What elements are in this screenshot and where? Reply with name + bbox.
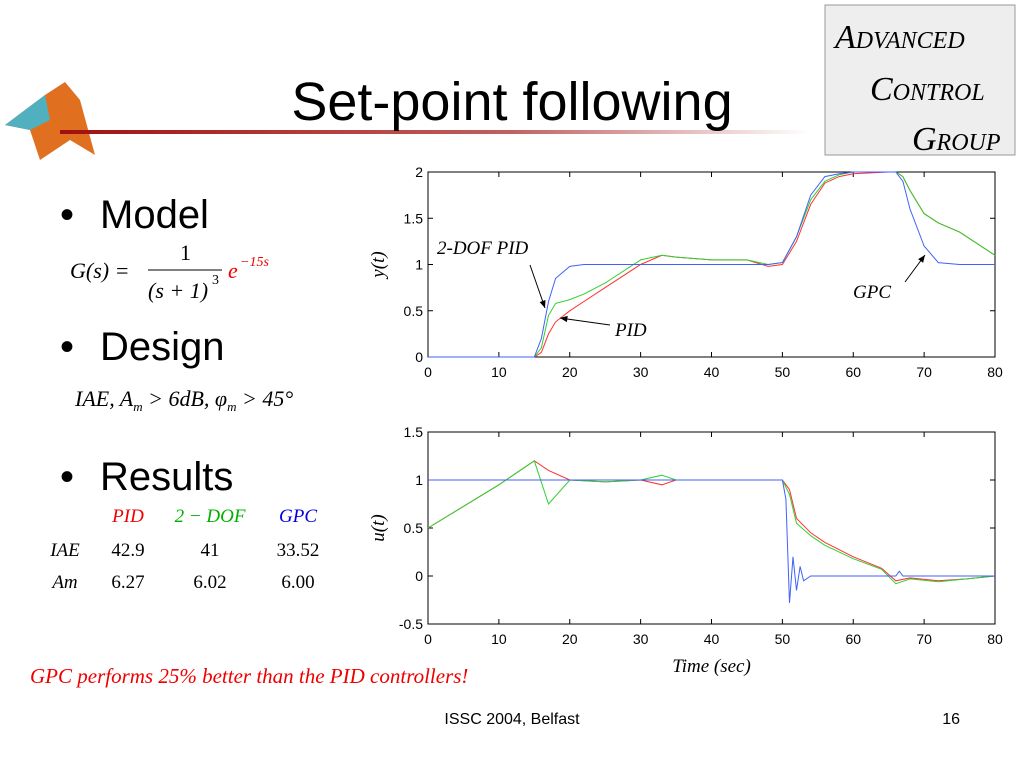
bullet-dot: • xyxy=(60,325,74,369)
results-table: PID 2 − DOF GPC IAE 42.9 41 33.52 Am 6.2… xyxy=(49,506,319,593)
bullet: Design xyxy=(100,325,225,369)
formula-part: −15s xyxy=(240,255,269,270)
x-tick-label: 40 xyxy=(704,631,720,647)
table-cell: 6.02 xyxy=(193,572,226,593)
y-tick-label: 0 xyxy=(415,568,423,584)
series-line xyxy=(427,460,996,582)
design-formula: IAE, Am > 6dB, φm > 45° xyxy=(74,386,293,414)
series-annotation: PID xyxy=(614,320,647,341)
logo-text: Group xyxy=(912,121,1001,158)
logo-text: Control xyxy=(870,71,985,108)
formula-part: e xyxy=(228,258,238,283)
y-tick-label: 1 xyxy=(415,472,423,488)
x-tick-label: 40 xyxy=(704,364,720,380)
series-annotation: 2-DOF PID xyxy=(437,238,529,259)
x-tick-label: 20 xyxy=(562,631,578,647)
y-axis-label: u(t) xyxy=(368,514,389,541)
table-cell: 42.9 xyxy=(111,540,144,561)
x-tick-label: 30 xyxy=(633,364,649,380)
x-tick-label: 70 xyxy=(916,364,932,380)
x-tick-label: 10 xyxy=(491,364,507,380)
x-tick-label: 80 xyxy=(987,631,1003,647)
arrow-head xyxy=(918,255,925,263)
table-header: 2 − DOF xyxy=(175,506,246,527)
formula-part: > 45° xyxy=(237,386,294,411)
formula-part: m xyxy=(227,399,236,414)
bullet: Results xyxy=(100,455,233,499)
logo-shape xyxy=(5,95,50,130)
table-cell: 6.27 xyxy=(111,572,144,593)
formula-part: > 6dB, φ xyxy=(143,386,227,411)
arrow-head xyxy=(539,300,546,308)
y-tick-label: 0.5 xyxy=(404,303,424,319)
x-tick-label: 60 xyxy=(845,631,861,647)
page-number: 16 xyxy=(942,711,960,728)
x-tick-label: 70 xyxy=(916,631,932,647)
table-header: PID xyxy=(111,506,144,527)
x-tick-label: 80 xyxy=(987,364,1003,380)
arrow-head xyxy=(560,315,568,323)
y-tick-label: 1 xyxy=(415,257,423,273)
bullet: Model xyxy=(100,193,209,237)
y-tick-label: 0.5 xyxy=(404,520,424,536)
formula-part: 3 xyxy=(212,273,219,288)
y-tick-label: 1.5 xyxy=(404,210,424,226)
x-tick-label: 10 xyxy=(491,631,507,647)
series-line xyxy=(428,479,995,603)
x-tick-label: 30 xyxy=(633,631,649,647)
plot-frame xyxy=(427,431,996,625)
title-rule xyxy=(60,130,810,134)
x-tick-label: 20 xyxy=(562,364,578,380)
formula-part: IAE, A xyxy=(74,386,134,411)
footer-event: ISSC 2004, Belfast xyxy=(444,711,580,728)
table-cell: Am xyxy=(50,572,77,593)
annotation-arrow xyxy=(529,264,546,309)
y-tick-label: -0.5 xyxy=(399,616,423,632)
y-tick-label: 2 xyxy=(415,164,423,180)
slide-title: Set-point following xyxy=(291,72,732,132)
y-tick-label: 0 xyxy=(415,349,423,365)
formula-part: G(s) = xyxy=(70,258,129,283)
formula-part: (s + 1) xyxy=(148,278,208,303)
logo-text: Advanced xyxy=(833,19,965,56)
logo-box xyxy=(824,4,1016,156)
formula-part: 1 xyxy=(180,240,191,265)
series-line xyxy=(428,171,995,358)
x-tick-label: 0 xyxy=(424,364,432,380)
table-cell: IAE xyxy=(49,540,80,561)
conclusion: GPC performs 25% better than the PID con… xyxy=(30,664,468,688)
bullet-dot: • xyxy=(60,455,74,499)
x-tick-label: 50 xyxy=(775,364,791,380)
series-line xyxy=(427,460,996,585)
x-tick-label: 0 xyxy=(424,631,432,647)
logo-shape xyxy=(5,82,95,160)
x-tick-label: 50 xyxy=(775,631,791,647)
y-axis-label: y(t) xyxy=(368,251,389,279)
table-cell: 41 xyxy=(201,540,220,561)
x-tick-label: 60 xyxy=(845,364,861,380)
x-axis-label: Time (sec) xyxy=(672,656,751,677)
table-cell: 33.52 xyxy=(277,540,320,561)
bullet-dot: • xyxy=(60,193,74,237)
annotation-arrow xyxy=(559,317,611,326)
table-cell: 6.00 xyxy=(281,572,314,593)
formula-part: m xyxy=(133,399,142,414)
y-tick-label: 1.5 xyxy=(404,424,424,440)
table-header: GPC xyxy=(279,506,317,527)
model-formula: G(s) = 1 (s + 1) 3 e −15s xyxy=(70,240,269,303)
series-annotation: GPC xyxy=(853,282,891,303)
